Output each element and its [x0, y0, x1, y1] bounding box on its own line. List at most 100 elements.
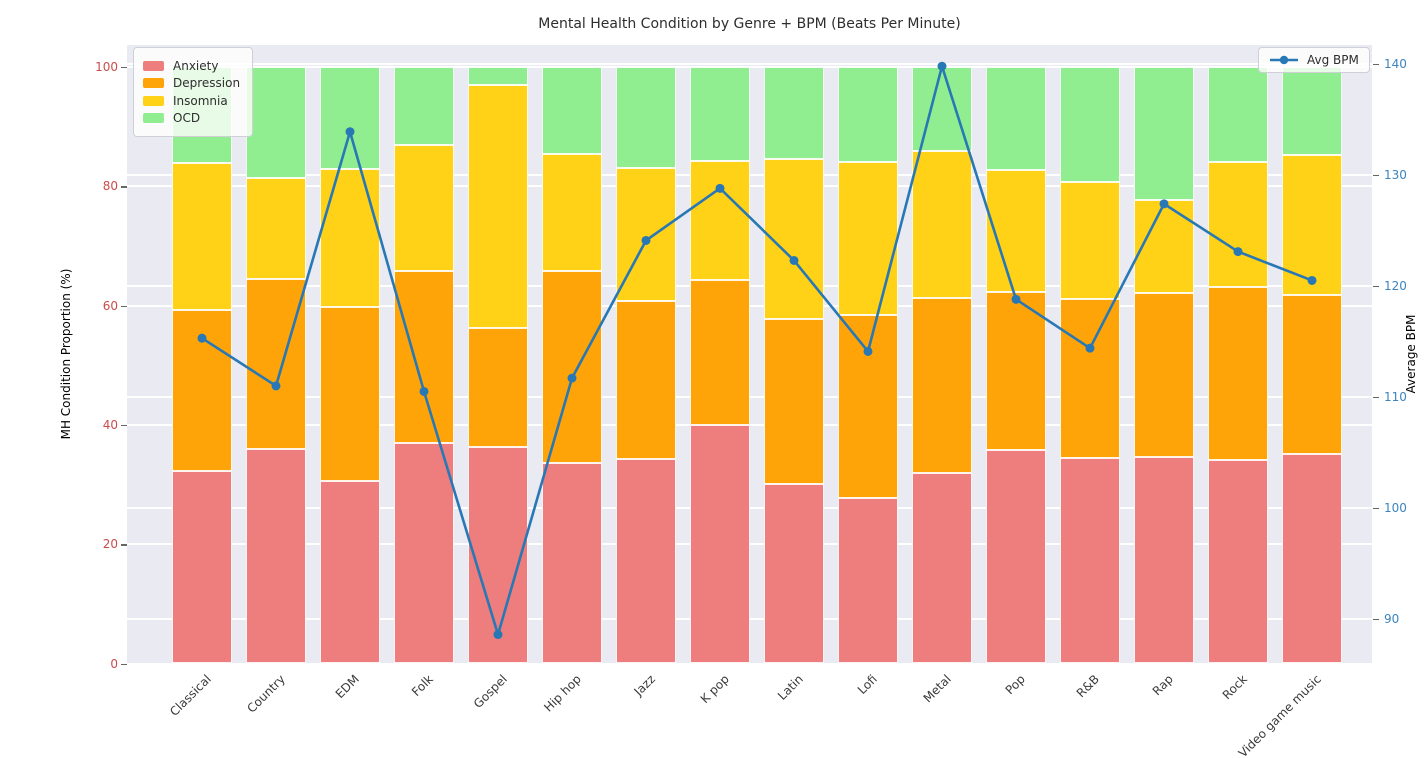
bar-Rap-Insomnia: [1134, 199, 1194, 293]
bar-Pop-OCD: [986, 66, 1046, 171]
legend-item-Depression: Depression: [143, 76, 240, 90]
x-tick-label-Country: Country: [244, 672, 288, 716]
bar-Gospel-Depression: [468, 328, 528, 447]
avg-bpm-line-sample-icon: [1270, 55, 1298, 65]
bar-Video game music-Insomnia: [1282, 155, 1342, 295]
legend-item-label-OCD: OCD: [173, 111, 201, 125]
bar-Rock-Depression: [1208, 287, 1268, 461]
bar-Hip hop-Depression: [542, 270, 602, 464]
bar-Metal-Depression: [912, 297, 972, 474]
bar-Rock-Insomnia: [1208, 161, 1268, 288]
bar-Metal-Insomnia: [912, 151, 972, 298]
x-tick-label-EDM: EDM: [332, 672, 362, 702]
bar-Folk-Insomnia: [394, 145, 454, 271]
y-tickmark-right-140: [1373, 64, 1379, 66]
bar-Jazz-Depression: [616, 300, 676, 460]
left-axis-title: MH Condition Proportion (%): [59, 268, 73, 440]
legend-item-Anxiety: Anxiety: [143, 59, 240, 73]
legend-item-Insomnia: Insomnia: [143, 94, 240, 108]
y-tick-right-110: 110: [1384, 390, 1407, 404]
bar-Country-Depression: [246, 278, 306, 449]
x-tick-label-Latin: Latin: [775, 672, 806, 703]
ocd-swatch-icon: [143, 113, 164, 123]
y-tickmark-right-90: [1373, 619, 1379, 621]
bar-K pop-OCD: [690, 66, 750, 162]
bar-Latin-Insomnia: [764, 158, 824, 319]
y-tick-left-80: 80: [102, 179, 118, 194]
bar-EDM-Anxiety: [320, 480, 380, 664]
y-tickmark-right-130: [1373, 175, 1379, 177]
x-tick-label-Rap: Rap: [1149, 672, 1176, 699]
y-tick-right-100: 100: [1384, 501, 1407, 515]
bar-Pop-Anxiety: [986, 449, 1046, 664]
gridline-left-0: [127, 662, 1372, 665]
y-tick-right-90: 90: [1384, 612, 1400, 626]
bar-Video game music-OCD: [1282, 66, 1342, 156]
bar-Gospel-Anxiety: [468, 446, 528, 664]
x-tick-label-K pop: K pop: [697, 672, 732, 707]
bar-Classical-Depression: [172, 309, 232, 471]
bar-Lofi-Insomnia: [838, 161, 898, 316]
insomnia-swatch-icon: [143, 95, 164, 106]
bar-Metal-Anxiety: [912, 473, 972, 664]
depression-swatch-icon: [143, 78, 164, 88]
bar-K pop-Depression: [690, 279, 750, 425]
y-tick-right-130: 130: [1384, 168, 1407, 182]
bar-Rock-Anxiety: [1208, 460, 1268, 664]
gridline-right-140: [127, 63, 1372, 65]
anxiety-swatch-icon: [143, 60, 164, 71]
bar-Folk-Depression: [394, 270, 454, 443]
y-tickmark-left-20: [121, 544, 127, 546]
bar-Rock-OCD: [1208, 66, 1268, 162]
x-tick-label-Hip hop: Hip hop: [541, 672, 584, 715]
x-tick-label-Jazz: Jazz: [631, 672, 658, 699]
y-tickmark-right-110: [1373, 397, 1379, 399]
legend-item-label-Depression: Depression: [173, 76, 241, 90]
x-tick-label-Folk: Folk: [408, 672, 436, 699]
x-tick-label-Classical: Classical: [167, 672, 214, 719]
chart-title: Mental Health Condition by Genre + BPM (…: [538, 16, 961, 32]
y-tick-left-60: 60: [102, 298, 118, 313]
bar-Latin-Depression: [764, 318, 824, 484]
y-tickmark-left-40: [121, 424, 127, 427]
bar-Classical-Anxiety: [172, 470, 232, 664]
y-tick-right-120: 120: [1384, 279, 1407, 293]
legend-item-OCD: OCD: [143, 111, 240, 125]
x-tick-label-Gospel: Gospel: [470, 672, 510, 712]
bar-Hip hop-Anxiety: [542, 463, 602, 664]
bar-Jazz-Insomnia: [616, 167, 676, 301]
y-tickmark-right-100: [1373, 508, 1379, 510]
y-tick-left-100: 100: [95, 59, 118, 74]
bar-Latin-Anxiety: [764, 483, 824, 664]
bar-EDM-Insomnia: [320, 168, 380, 307]
y-tick-left-0: 0: [110, 656, 118, 671]
bar-Gospel-Insomnia: [468, 84, 528, 329]
bar-Pop-Insomnia: [986, 170, 1046, 293]
y-tickmark-left-60: [121, 305, 127, 307]
bar-Hip hop-Insomnia: [542, 154, 602, 271]
bar-K pop-Insomnia: [690, 161, 750, 280]
legend-conditions: Anxiety Depression Insomnia OCD: [133, 47, 254, 137]
bar-EDM-OCD: [320, 66, 380, 169]
bar-R&B-OCD: [1060, 66, 1120, 183]
legend-avg-bpm-label: Avg BPM: [1307, 53, 1359, 67]
bar-EDM-Depression: [320, 306, 380, 481]
x-tick-label-Rock: Rock: [1219, 672, 1250, 703]
bar-Video game music-Depression: [1282, 294, 1342, 455]
x-tick-label-Pop: Pop: [1002, 672, 1028, 698]
bar-Rap-OCD: [1134, 66, 1194, 200]
bar-Pop-Depression: [986, 292, 1046, 450]
bar-Video game music-Anxiety: [1282, 454, 1342, 664]
y-tick-left-40: 40: [102, 417, 118, 432]
legend-item-label-Anxiety: Anxiety: [173, 58, 219, 73]
bar-Folk-OCD: [394, 66, 454, 146]
bar-K pop-Anxiety: [690, 424, 750, 664]
bar-Country-Anxiety: [246, 448, 306, 664]
bar-Metal-OCD: [912, 66, 972, 151]
bar-Classical-Insomnia: [172, 162, 232, 310]
bar-Country-OCD: [246, 66, 306, 178]
y-tickmark-left-100: [121, 66, 127, 69]
legend-avg-bpm: Avg BPM: [1258, 47, 1370, 73]
bar-Latin-OCD: [764, 66, 824, 159]
